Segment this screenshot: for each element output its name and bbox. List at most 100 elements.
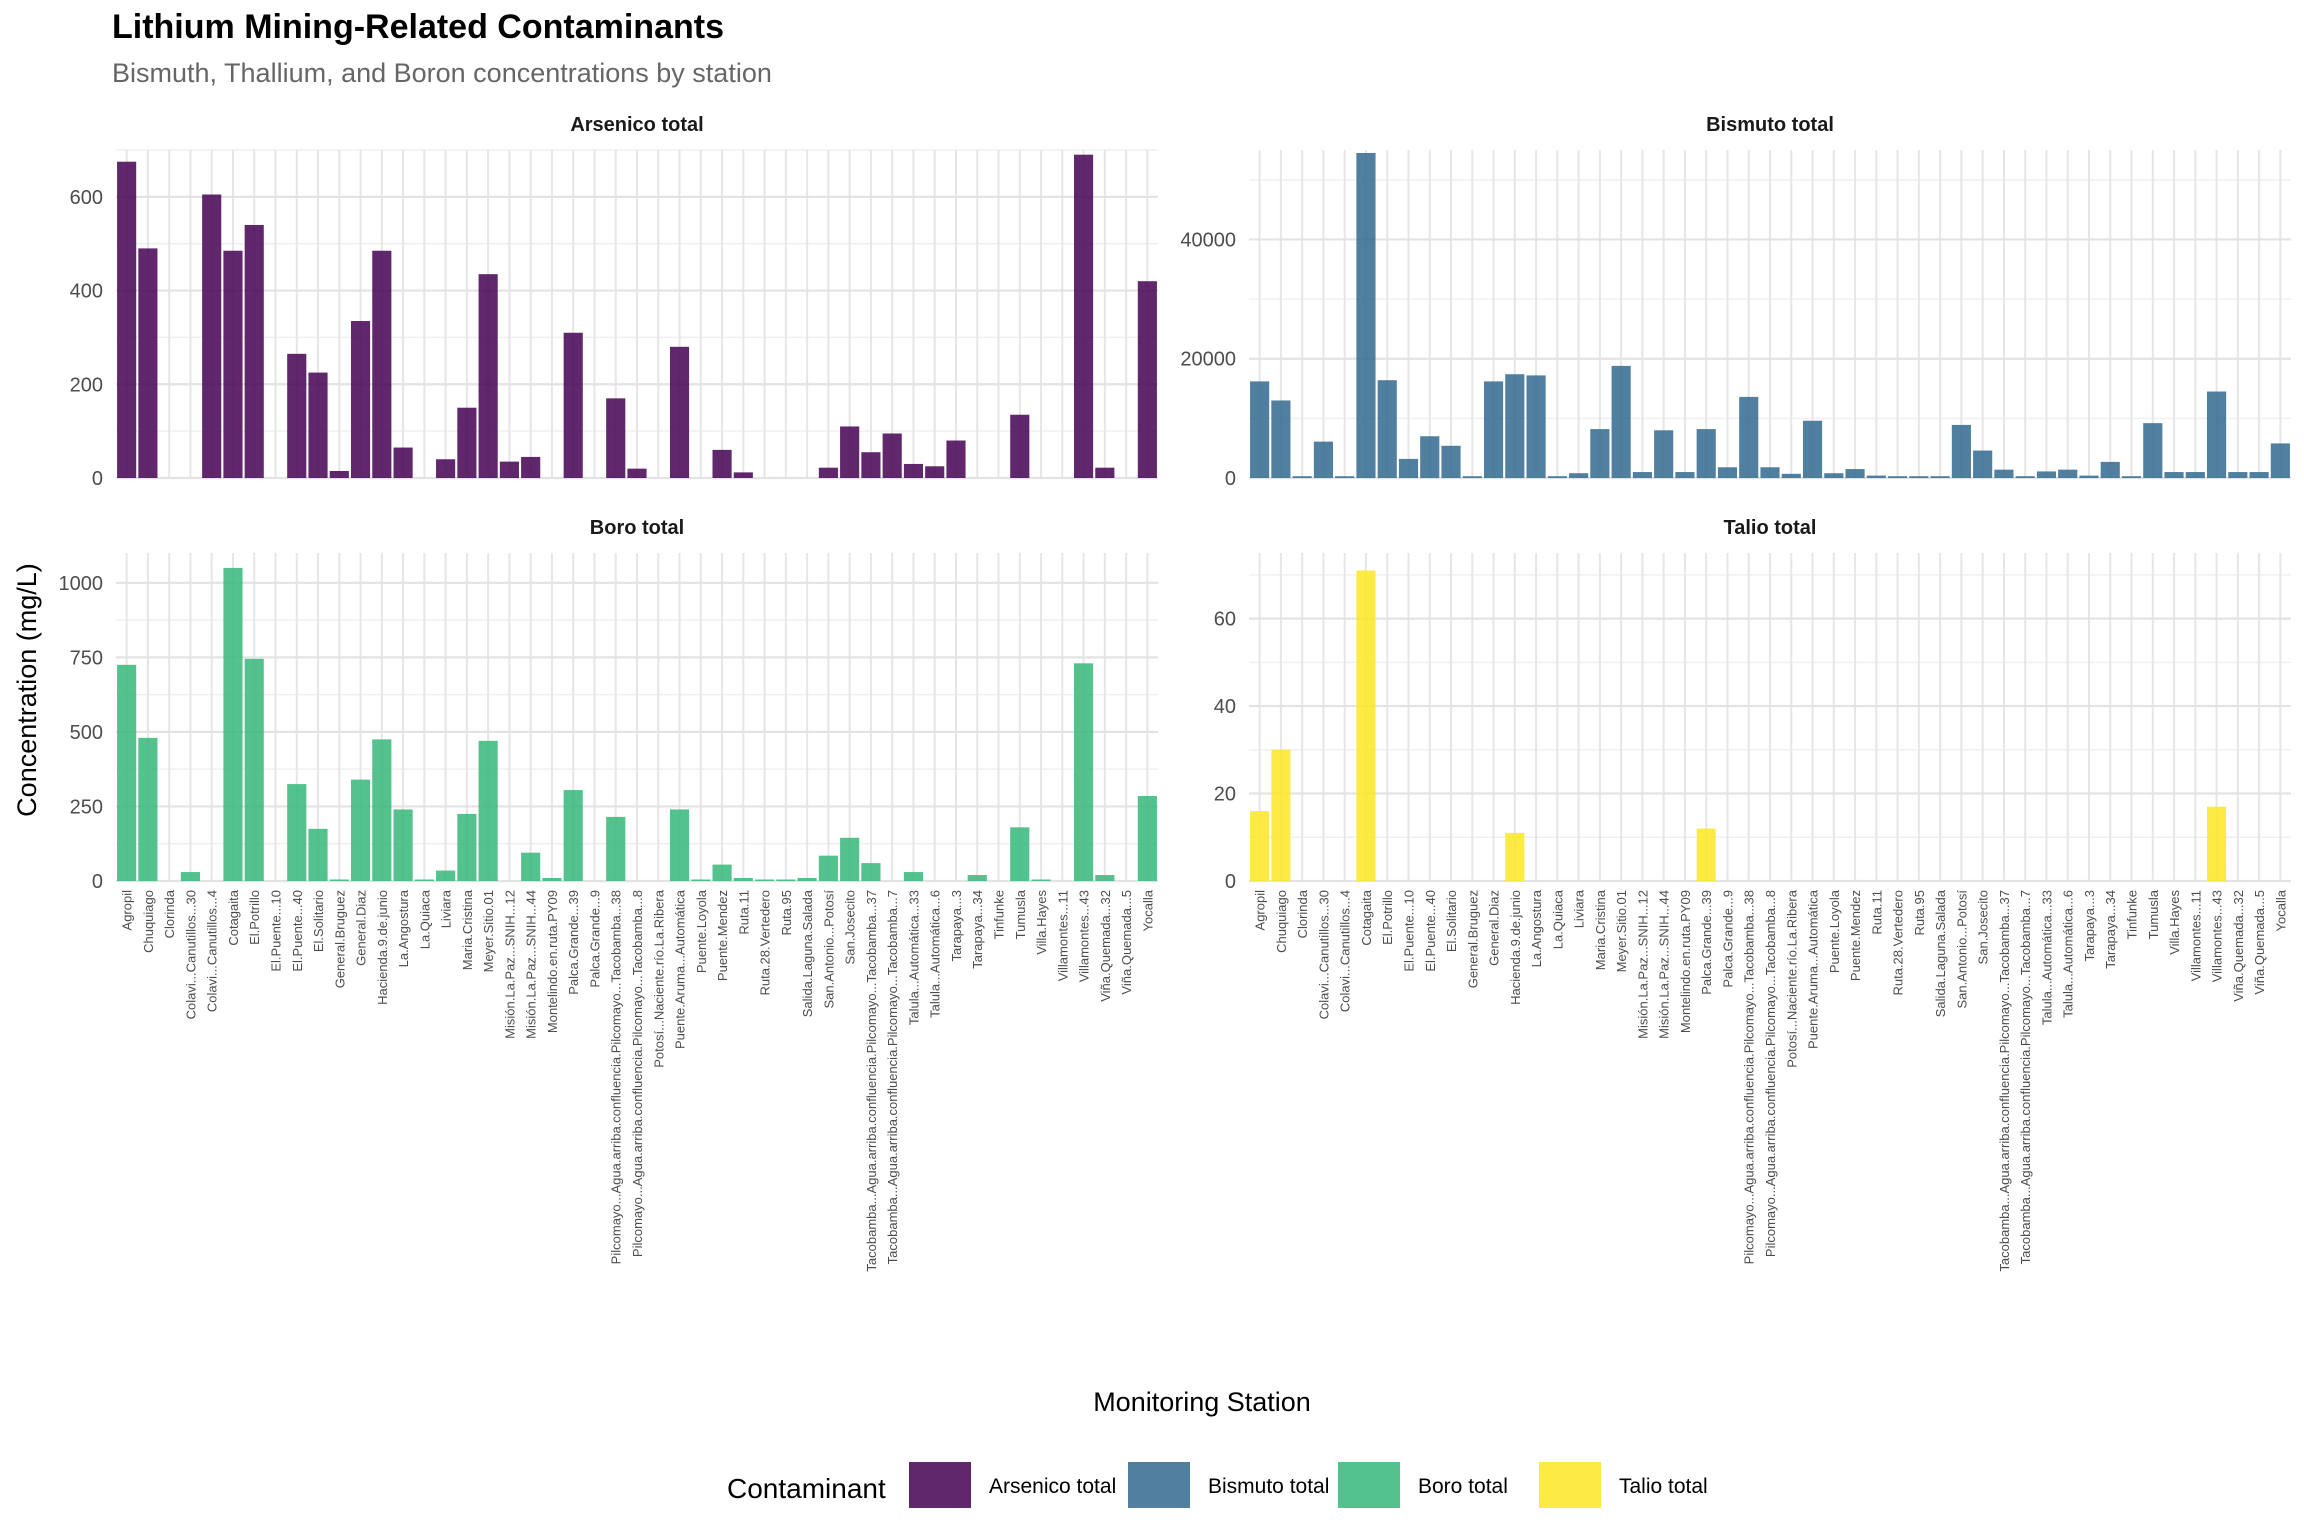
bar	[1137, 281, 1157, 478]
bar	[1505, 374, 1525, 478]
x-tick-label: Tumusla	[1013, 889, 1028, 939]
x-tick-label: Colavi...Canutillos...4	[1338, 890, 1353, 1012]
bar	[287, 353, 307, 478]
x-tick-label: Liviara	[439, 889, 454, 928]
x-tick-label: Viña.Quemada...32	[1098, 890, 1113, 1002]
y-tick-label: 20000	[1180, 349, 1236, 371]
x-tick-label: Talula...Automática...33	[2039, 890, 2054, 1025]
bar	[840, 426, 860, 478]
bar	[882, 433, 902, 478]
x-tick-label: La.Quiaca	[417, 889, 432, 949]
x-tick-label: Viña.Quemada...5	[1119, 890, 1134, 995]
bar	[669, 346, 690, 478]
x-tick-label: La.Angostura	[396, 889, 411, 967]
bar	[393, 809, 413, 881]
bar	[903, 463, 924, 478]
x-tick-label: Tacobamba...Agua.arriba.confluencia.Pilc…	[2018, 890, 2033, 1264]
bar	[1930, 476, 1950, 478]
bar	[2121, 476, 2142, 478]
bar	[1377, 380, 1397, 478]
bar	[499, 461, 519, 478]
bar	[350, 321, 371, 478]
bar	[1994, 469, 2014, 478]
x-tick-label: Tacobamba...Agua.arriba.confluencia.Pilc…	[885, 890, 900, 1264]
y-axis-label: Concentration (mg/L)	[12, 563, 42, 817]
bar	[2249, 472, 2269, 478]
x-tick-label: Tarapaya...34	[970, 890, 985, 969]
x-tick-label: La.Quiaca	[1550, 889, 1565, 949]
bar	[818, 467, 838, 478]
x-tick-label: Villa.Hayes	[1034, 890, 1049, 955]
bar	[712, 449, 732, 478]
x-axis-label: Monitoring Station	[1093, 1387, 1311, 1417]
bar	[244, 224, 264, 478]
bar	[436, 459, 456, 478]
x-tick-label: Colavi...Canutillos...30	[1316, 890, 1331, 1019]
x-tick-label: Puente.Mendez	[715, 890, 730, 981]
bar	[372, 739, 392, 881]
x-tick-label: General.Diaz	[1487, 890, 1502, 966]
x-tick-label: Chuquiago	[141, 890, 156, 953]
bar	[436, 870, 456, 881]
x-tick-label: Cotagaita	[1359, 889, 1374, 945]
bar	[457, 813, 477, 881]
bar	[393, 447, 413, 478]
x-tick-label: Clorinda	[1295, 889, 1310, 938]
bar	[1951, 424, 1971, 478]
x-tick-label: Ruta.95	[1912, 890, 1927, 936]
x-tick-label: Puente.Aruma...Automática	[1806, 889, 1821, 1049]
bar	[287, 784, 307, 881]
x-tick-label: Ruta.11	[736, 890, 751, 935]
x-tick-label: Palca.Grande...39	[566, 890, 581, 995]
bar	[1781, 473, 1801, 478]
x-tick-label: San.Josecito	[1976, 890, 1991, 964]
bar	[606, 398, 626, 478]
legend: Contaminant Arsenico total Bismuto total B…	[727, 1462, 1708, 1508]
bar	[1010, 414, 1030, 478]
x-tick-label: Potosí...Naciente.río.La.Ribera	[651, 889, 666, 1068]
y-tick-label: 0	[1225, 468, 1236, 490]
x-tick-label: Montelindo.en.ruta.PY09	[1678, 890, 1693, 1033]
x-tick-label: Potosí...Naciente.río.La.Ribera	[1784, 889, 1799, 1068]
bar	[117, 161, 137, 478]
panel-title: Arsenico total	[570, 114, 703, 136]
bar	[1526, 375, 1546, 478]
bar	[1271, 749, 1291, 881]
x-tick-label: Maria.Cristina	[1593, 889, 1608, 970]
y-tick-label: 500	[70, 722, 103, 744]
panel-bismuto-total: 0 20000 40000 Bismuto total	[1180, 114, 2291, 490]
x-tick-label: Meyer.Sitio.01	[481, 890, 496, 972]
bar	[946, 440, 966, 478]
x-tick-label: Tinfunke	[2125, 890, 2140, 939]
legend-label: Boro total	[1418, 1475, 1508, 1498]
bar	[478, 274, 498, 478]
bar	[2058, 469, 2078, 478]
bar	[1824, 473, 1844, 478]
x-tick-label: Agropil	[120, 890, 135, 931]
x-tick-label: La.Angostura	[1529, 889, 1544, 967]
bar	[755, 879, 775, 881]
y-tick-label: 20	[1214, 784, 1236, 806]
bar	[2036, 471, 2057, 478]
x-tick-label: Tarapaya...3	[949, 890, 964, 962]
bar	[627, 468, 647, 478]
bar	[1632, 472, 1652, 478]
bar	[180, 872, 200, 881]
legend-label: Bismuto total	[1208, 1475, 1329, 1498]
bar	[1739, 396, 1759, 478]
x-tick-label: Salida.Laguna.Salada	[800, 889, 815, 1017]
bar	[138, 737, 158, 881]
x-tick-label: Palca.Grande...9	[587, 890, 602, 988]
x-tick-label: Hacienda.9.de.junio	[1508, 890, 1523, 1005]
x-tick-label: Clorinda	[162, 889, 177, 938]
bar	[2185, 472, 2205, 478]
legend-swatch	[909, 1462, 971, 1508]
bar	[1675, 472, 1695, 478]
x-tick-label: Viña.Quemada...5	[2252, 890, 2267, 995]
panel-title: Talio total	[1724, 517, 1817, 539]
bar	[2207, 391, 2227, 478]
panel-title: Boro total	[590, 517, 684, 539]
bar	[1973, 450, 1993, 478]
x-tick-label: Yocalla	[2273, 889, 2288, 931]
x-tick-label: Colavi...Canutillos...4	[205, 890, 220, 1012]
